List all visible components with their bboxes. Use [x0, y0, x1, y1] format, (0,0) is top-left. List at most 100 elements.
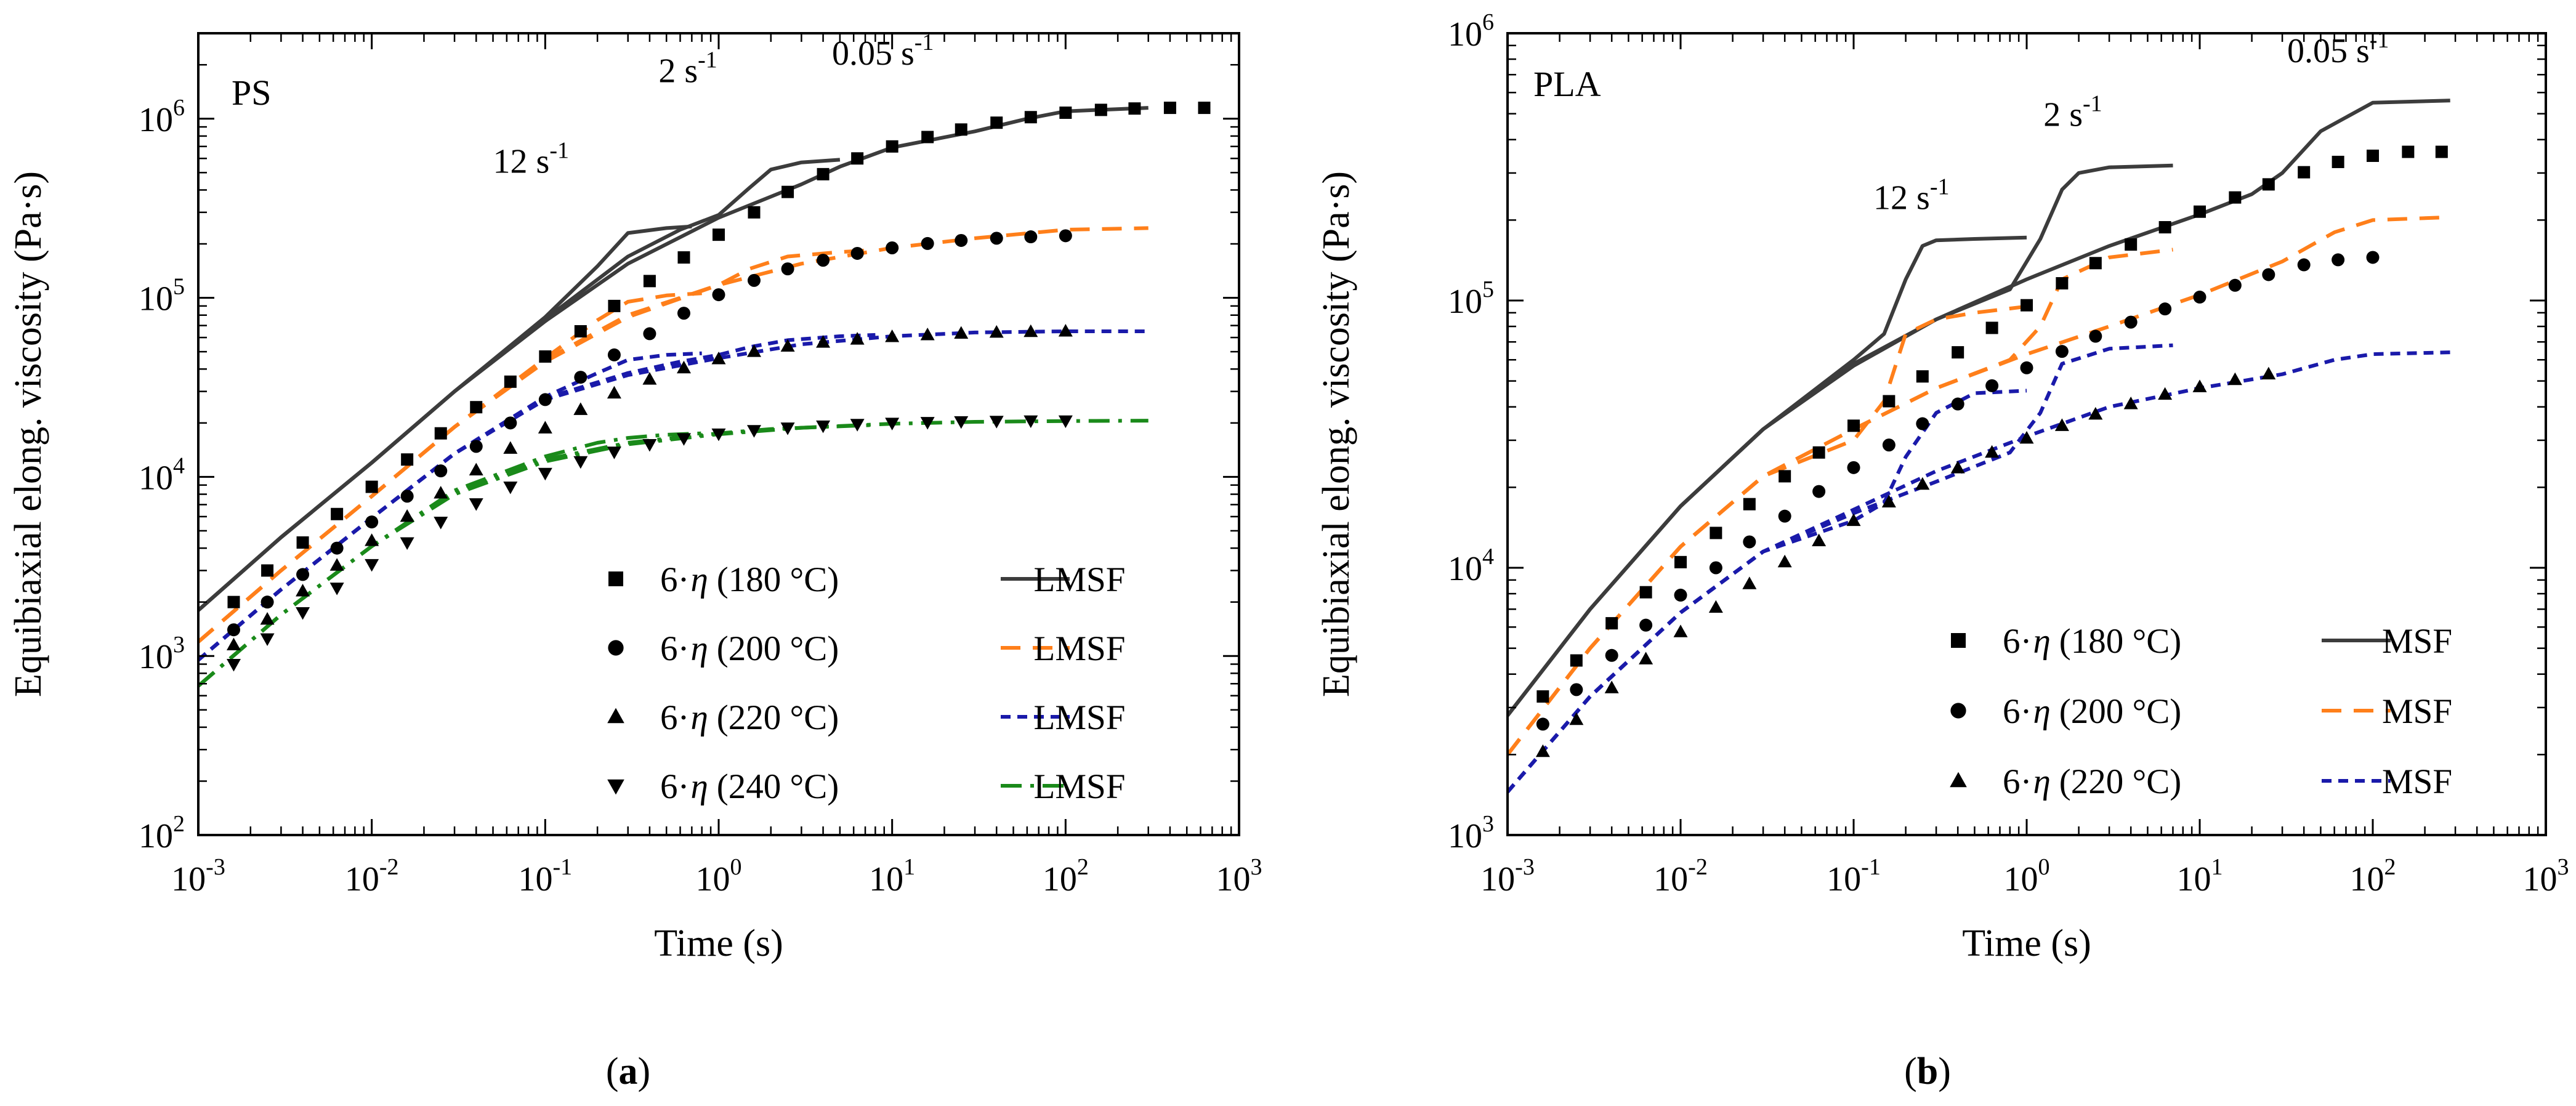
- data-point: [607, 385, 621, 399]
- data-point: [2435, 145, 2448, 158]
- data-point: [1916, 370, 1929, 383]
- data-point: [1778, 509, 1791, 523]
- data-point: [2366, 251, 2380, 264]
- data-point: [469, 498, 483, 511]
- legend-label: 6·η (220 °C): [660, 698, 839, 737]
- data-point: [1059, 229, 1072, 243]
- legend-label: 6·η (180 °C): [660, 560, 839, 599]
- data-point: [2158, 221, 2171, 234]
- panel-b-data-series: [1508, 99, 2450, 793]
- x-tick-label: 100: [2004, 854, 2050, 898]
- data-point: [574, 371, 587, 384]
- data-point: [1915, 477, 1930, 490]
- data-point: [1673, 624, 1688, 637]
- data-point: [2332, 253, 2345, 267]
- data-point: [780, 422, 795, 435]
- data-point: [676, 433, 691, 446]
- data-point: [1950, 461, 1965, 474]
- data-point: [434, 485, 448, 499]
- legend-entry: 6·η (220 °C) LMSF: [607, 698, 1125, 737]
- data-point: [886, 140, 898, 153]
- data-point: [260, 612, 275, 625]
- data-point-series: [226, 415, 1073, 672]
- data-point: [643, 327, 656, 341]
- data-point: [1570, 683, 1583, 696]
- data-point: [574, 325, 587, 337]
- data-point: [400, 490, 414, 503]
- data-point: [2194, 205, 2206, 218]
- data-point: [677, 307, 690, 320]
- data-point: [747, 273, 761, 287]
- data-point: [2125, 238, 2138, 251]
- data-point: [712, 288, 725, 302]
- data-point: [1779, 470, 1791, 483]
- data-point: [643, 275, 656, 288]
- data-point: [330, 541, 344, 555]
- data-point: [2297, 258, 2311, 272]
- data-point: [1743, 498, 1756, 511]
- data-point: [816, 420, 831, 434]
- x-tick-label: 101: [869, 854, 915, 898]
- data-point: [538, 393, 552, 406]
- data-point: [2158, 302, 2172, 316]
- data-point: [781, 262, 794, 276]
- legend-marker: [1951, 633, 1966, 648]
- legend-model-label: MSF: [2382, 622, 2452, 661]
- data-point: [296, 568, 310, 581]
- data-point: [1639, 652, 1653, 664]
- data-point: [1604, 680, 1619, 693]
- data-point: [401, 453, 414, 466]
- data-point-series: [226, 323, 1073, 651]
- data-point: [1536, 690, 1549, 703]
- data-point: [989, 416, 1004, 429]
- data-point: [1674, 555, 1687, 568]
- data-point: [226, 658, 241, 672]
- legend-label: 6·η (200 °C): [660, 629, 839, 668]
- legend-model-label: LMSF: [1034, 767, 1126, 806]
- model-curve: [198, 106, 1149, 612]
- legend-model-label: LMSF: [1034, 560, 1126, 599]
- data-point-series: [227, 229, 1072, 637]
- data-point: [2089, 329, 2102, 343]
- data-point: [469, 440, 483, 453]
- strain-rate-label: 0.05 s-1: [2287, 27, 2389, 70]
- data-point: [920, 327, 935, 341]
- data-point: [1128, 102, 1141, 115]
- panel-b-rate-labels: 12 s-1 2 s-1 0.05 s-1: [1873, 27, 2389, 217]
- x-tick-label: 103: [1216, 854, 1262, 898]
- data-point: [816, 335, 831, 348]
- data-point: [365, 515, 379, 529]
- data-point: [885, 418, 900, 430]
- data-point: [1058, 323, 1073, 337]
- data-point: [503, 482, 518, 494]
- x-tick-label: 10-1: [1827, 854, 1881, 898]
- model-curve: [1508, 99, 2450, 717]
- data-point: [886, 241, 899, 254]
- data-point: [955, 123, 967, 136]
- legend-label: 6·η (200 °C): [2003, 692, 2181, 731]
- panel-a-x-axis-title: Time (s): [654, 922, 783, 964]
- data-point: [851, 152, 864, 165]
- strain-rate-label: 12 s-1: [1873, 174, 1949, 217]
- data-point: [365, 533, 379, 546]
- data-point: [921, 131, 934, 143]
- data-point: [676, 360, 691, 374]
- data-point: [296, 607, 310, 620]
- data-point: [2228, 278, 2242, 292]
- data-point: [226, 637, 241, 651]
- y-tick-label: 103: [1448, 811, 1494, 855]
- data-point: [2298, 166, 2311, 179]
- data-point: [2019, 430, 2034, 444]
- data-point-series: [1535, 366, 2276, 757]
- data-point: [227, 623, 240, 637]
- data-point-series: [1536, 251, 2380, 731]
- data-point: [400, 509, 414, 522]
- strain-rate-label: 12 s-1: [493, 137, 569, 180]
- data-point: [260, 633, 275, 647]
- panel-b-tick-labels: 10-3 10-2 10-1 100 101 102 103 103 104 105 106: [1448, 9, 2569, 898]
- data-point: [850, 419, 865, 432]
- data-point: [711, 352, 726, 365]
- strain-rate-label: 0.05 s-1: [832, 30, 934, 73]
- data-point: [850, 332, 865, 345]
- strain-rate-label: 2 s-1: [2043, 91, 2102, 134]
